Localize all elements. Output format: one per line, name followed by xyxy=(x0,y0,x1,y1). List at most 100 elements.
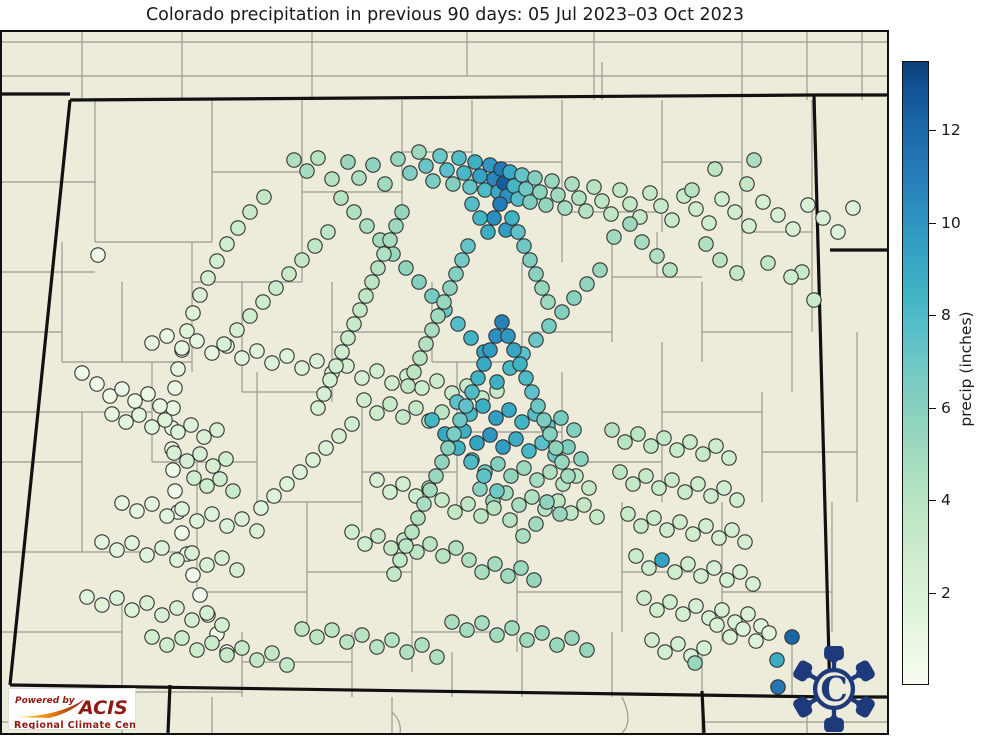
station-marker[interactable] xyxy=(487,556,503,572)
station-marker[interactable] xyxy=(552,506,568,522)
station-marker[interactable] xyxy=(402,165,418,181)
station-marker[interactable] xyxy=(459,622,475,638)
station-marker[interactable] xyxy=(395,476,411,492)
station-marker[interactable] xyxy=(770,679,786,695)
station-marker[interactable] xyxy=(154,540,170,556)
station-marker[interactable] xyxy=(354,627,370,643)
station-marker[interactable] xyxy=(102,388,118,404)
station-marker[interactable] xyxy=(712,252,728,268)
station-marker[interactable] xyxy=(422,536,438,552)
station-marker[interactable] xyxy=(695,446,711,462)
station-marker[interactable] xyxy=(464,384,480,400)
station-marker[interactable] xyxy=(651,480,667,496)
station-marker[interactable] xyxy=(79,589,95,605)
colorado-map-svg[interactable] xyxy=(2,32,887,733)
station-marker[interactable] xyxy=(192,287,208,303)
station-marker[interactable] xyxy=(356,392,372,408)
station-marker[interactable] xyxy=(199,478,215,494)
station-marker[interactable] xyxy=(542,464,558,480)
station-marker[interactable] xyxy=(369,472,385,488)
station-marker[interactable] xyxy=(253,500,269,516)
station-marker[interactable] xyxy=(359,218,375,234)
station-marker[interactable] xyxy=(473,508,489,524)
station-marker[interactable] xyxy=(309,629,325,645)
station-marker[interactable] xyxy=(745,576,761,592)
station-marker[interactable] xyxy=(528,516,544,532)
station-marker[interactable] xyxy=(189,513,205,529)
station-marker[interactable] xyxy=(492,196,508,212)
station-marker[interactable] xyxy=(196,429,212,445)
station-marker[interactable] xyxy=(339,634,355,650)
station-marker[interactable] xyxy=(659,522,675,538)
station-marker[interactable] xyxy=(370,260,386,276)
station-marker[interactable] xyxy=(638,468,654,484)
station-marker[interactable] xyxy=(376,246,392,262)
station-marker[interactable] xyxy=(606,229,622,245)
station-marker[interactable] xyxy=(670,636,686,652)
station-marker[interactable] xyxy=(830,224,846,240)
station-marker[interactable] xyxy=(740,606,756,622)
station-marker[interactable] xyxy=(657,644,673,660)
station-marker[interactable] xyxy=(418,158,434,174)
station-marker[interactable] xyxy=(722,629,738,645)
station-marker[interactable] xyxy=(286,152,302,168)
station-marker[interactable] xyxy=(320,224,336,240)
station-marker[interactable] xyxy=(256,189,272,205)
station-marker[interactable] xyxy=(542,426,558,442)
station-marker[interactable] xyxy=(508,431,524,447)
station-marker[interactable] xyxy=(617,434,633,450)
station-marker[interactable] xyxy=(512,356,528,372)
station-marker[interactable] xyxy=(566,290,582,306)
station-marker[interactable] xyxy=(139,547,155,563)
station-marker[interactable] xyxy=(463,454,479,470)
station-marker[interactable] xyxy=(428,468,444,484)
station-marker[interactable] xyxy=(682,434,698,450)
station-marker[interactable] xyxy=(299,163,315,179)
station-marker[interactable] xyxy=(392,552,408,568)
station-marker[interactable] xyxy=(352,302,368,318)
station-marker[interactable] xyxy=(346,204,362,220)
station-marker[interactable] xyxy=(192,446,208,462)
station-marker[interactable] xyxy=(424,322,440,338)
station-marker[interactable] xyxy=(486,210,502,226)
station-marker[interactable] xyxy=(510,224,526,240)
station-marker[interactable] xyxy=(411,144,427,160)
station-marker[interactable] xyxy=(672,514,688,530)
station-marker[interactable] xyxy=(474,564,490,580)
station-marker[interactable] xyxy=(242,204,258,220)
station-marker[interactable] xyxy=(470,370,486,386)
station-marker[interactable] xyxy=(755,194,771,210)
station-marker[interactable] xyxy=(628,548,644,564)
station-marker[interactable] xyxy=(519,632,535,648)
station-marker[interactable] xyxy=(560,468,576,484)
station-marker[interactable] xyxy=(703,488,719,504)
station-marker[interactable] xyxy=(354,370,370,386)
station-marker[interactable] xyxy=(429,649,445,665)
station-marker[interactable] xyxy=(528,266,544,282)
station-marker[interactable] xyxy=(324,622,340,638)
station-marker[interactable] xyxy=(447,504,463,520)
station-marker[interactable] xyxy=(490,456,506,472)
station-marker[interactable] xyxy=(576,497,592,513)
station-marker[interactable] xyxy=(218,451,234,467)
station-marker[interactable] xyxy=(769,652,785,668)
station-marker[interactable] xyxy=(460,496,476,512)
station-marker[interactable] xyxy=(242,308,258,324)
station-marker[interactable] xyxy=(344,524,360,540)
station-marker[interactable] xyxy=(785,221,801,237)
station-marker[interactable] xyxy=(463,330,479,346)
station-marker[interactable] xyxy=(521,443,537,459)
station-marker[interactable] xyxy=(369,405,385,421)
station-marker[interactable] xyxy=(630,426,646,442)
station-marker[interactable] xyxy=(439,162,455,178)
station-marker[interactable] xyxy=(179,453,195,469)
station-marker[interactable] xyxy=(174,630,190,646)
station-marker[interactable] xyxy=(394,204,410,220)
station-marker[interactable] xyxy=(184,612,200,628)
station-marker[interactable] xyxy=(369,639,385,655)
station-marker[interactable] xyxy=(475,398,491,414)
station-marker[interactable] xyxy=(518,370,534,386)
station-marker[interactable] xyxy=(530,398,546,414)
station-marker[interactable] xyxy=(167,483,183,499)
station-marker[interactable] xyxy=(174,525,190,541)
